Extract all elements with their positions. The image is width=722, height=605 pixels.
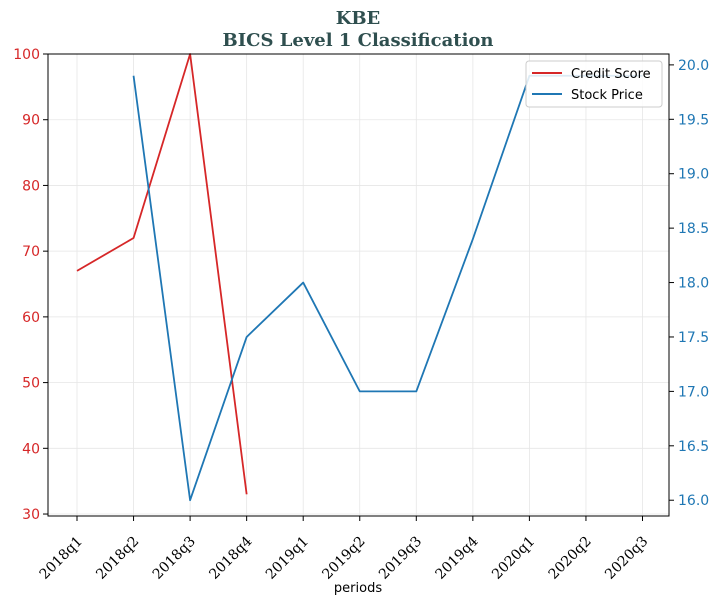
right-tick-label: 16.5: [678, 439, 709, 455]
x-axis: 2018q1 2018q2 2018q3 2018q4 2019q1 2019q2 2019…: [37, 516, 651, 583]
x-tick-label: 2018q1: [37, 534, 86, 583]
x-axis-label: periods: [334, 581, 382, 596]
chart-subtitle: BICS Level 1 Classification: [222, 30, 493, 51]
legend-label-stock-price: Stock Price: [571, 88, 643, 103]
left-tick-label: 70: [22, 244, 40, 260]
x-tick-label: 2019q1: [263, 534, 312, 583]
right-tick-label: 20.0: [678, 58, 709, 74]
left-tick-label: 40: [22, 441, 40, 457]
left-tick-label: 100: [13, 47, 40, 63]
x-tick-label: 2019q3: [376, 534, 425, 583]
left-axis: 30 40 50 60 70 80 90 100: [13, 47, 48, 523]
x-tick-label: 2019q2: [319, 534, 368, 583]
x-tick-label: 2020q2: [546, 534, 595, 583]
x-tick-label: 2019q4: [433, 533, 482, 582]
plot-area-frame: [47, 53, 670, 517]
right-tick-label: 17.5: [678, 330, 709, 346]
right-tick-label: 16.0: [678, 493, 709, 509]
right-tick-label: 19.0: [678, 167, 709, 183]
right-tick-label: 19.5: [678, 112, 709, 128]
x-tick-label: 2018q3: [150, 534, 199, 583]
x-tick-label: 2020q1: [489, 534, 538, 583]
legend-label-credit-score: Credit Score: [571, 67, 651, 82]
left-tick-label: 50: [22, 376, 40, 392]
legend: Credit Score Stock Price: [525, 60, 663, 108]
left-tick-label: 90: [22, 113, 40, 129]
chart-title: KBE: [336, 8, 381, 29]
series-line-stock-price: [132, 74, 643, 502]
x-tick-label: 2020q3: [602, 534, 651, 583]
right-tick-label: 18.0: [678, 276, 709, 292]
right-tick-label: 18.5: [678, 221, 709, 237]
left-tick-label: 30: [22, 507, 40, 523]
series-line-credit-score: [76, 53, 248, 495]
grid: [48, 53, 669, 516]
x-tick-label: 2018q4: [206, 533, 255, 582]
x-tick-label: 2018q2: [93, 534, 142, 583]
left-tick-label: 60: [22, 310, 40, 326]
left-tick-label: 80: [22, 178, 40, 194]
right-axis: 16.0 16.5 17.0 17.5 18.0 18.5 19.0 19.5 20.0: [669, 58, 709, 509]
right-tick-label: 17.0: [678, 384, 709, 400]
